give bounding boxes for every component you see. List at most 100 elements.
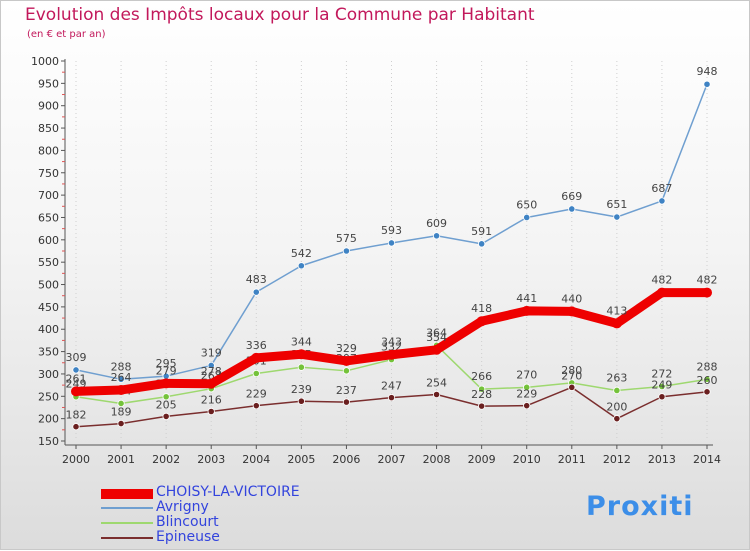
x-tick-label: 2004 bbox=[242, 453, 270, 466]
data-point-epineuse bbox=[162, 412, 170, 421]
data-point-avrigny bbox=[478, 240, 486, 248]
data-point-choisy-la-victoire bbox=[206, 378, 217, 389]
data-label-choisy-la-victoire: 418 bbox=[471, 302, 492, 315]
data-point-epineuse bbox=[297, 397, 305, 405]
data-label-avrigny: 575 bbox=[336, 232, 357, 245]
chart-title: Evolution des Impôts locaux pour la Comm… bbox=[25, 5, 535, 25]
data-point-epineuse bbox=[703, 388, 711, 396]
y-tick-label: 250 bbox=[38, 390, 59, 403]
data-label-avrigny: 288 bbox=[111, 360, 132, 373]
data-point-choisy-la-victoire bbox=[341, 355, 352, 366]
data-point-avrigny bbox=[207, 361, 215, 370]
data-point-epineuse bbox=[613, 415, 621, 423]
data-label-choisy-la-victoire: 354 bbox=[426, 331, 447, 344]
data-label-choisy-la-victoire: 343 bbox=[381, 336, 402, 349]
data-label-choisy-la-victoire: 279 bbox=[156, 364, 177, 377]
data-point-blincourt bbox=[703, 375, 711, 383]
data-point-epineuse bbox=[432, 390, 441, 399]
data-point-avrigny bbox=[703, 80, 711, 88]
y-tick-label: 1000 bbox=[31, 55, 59, 68]
data-point-epineuse bbox=[658, 393, 666, 401]
data-label-blincourt: 272 bbox=[651, 367, 672, 380]
data-label-avrigny: 483 bbox=[246, 273, 267, 286]
data-label-choisy-la-victoire: 329 bbox=[336, 342, 357, 355]
x-tick-label: 2014 bbox=[693, 453, 721, 466]
data-label-epineuse: 182 bbox=[66, 409, 87, 422]
data-point-avrigny bbox=[72, 366, 80, 374]
legend-label-epineuse: Epineuse bbox=[156, 529, 220, 545]
data-label-choisy-la-victoire: 482 bbox=[651, 274, 672, 287]
x-tick-label: 2005 bbox=[287, 453, 315, 466]
y-tick-label: 450 bbox=[38, 301, 59, 314]
data-label-choisy-la-victoire: 278 bbox=[201, 365, 222, 378]
data-label-epineuse: 189 bbox=[111, 406, 132, 419]
data-label-blincourt: 266 bbox=[471, 370, 492, 383]
data-point-epineuse bbox=[523, 402, 531, 410]
y-tick-label: 850 bbox=[38, 122, 59, 135]
data-label-epineuse: 260 bbox=[697, 374, 718, 387]
data-point-choisy-la-victoire bbox=[161, 378, 172, 389]
legend-label-choisy: CHOISY-LA-VICTOIRE bbox=[156, 484, 300, 500]
y-tick-label: 300 bbox=[38, 368, 59, 381]
data-label-epineuse: 216 bbox=[201, 393, 222, 406]
data-point-blincourt bbox=[613, 386, 621, 395]
data-label-epineuse: 205 bbox=[156, 398, 177, 411]
data-point-avrigny bbox=[252, 288, 260, 296]
data-label-epineuse: 239 bbox=[291, 383, 312, 396]
data-label-epineuse: 249 bbox=[651, 379, 672, 392]
data-point-blincourt bbox=[478, 385, 486, 393]
data-label-avrigny: 591 bbox=[471, 225, 492, 238]
x-tick-label: 2007 bbox=[378, 453, 406, 466]
data-label-choisy-la-victoire: 344 bbox=[291, 335, 312, 348]
y-tick-label: 900 bbox=[38, 100, 59, 113]
data-point-blincourt bbox=[342, 367, 351, 375]
data-point-epineuse bbox=[342, 398, 351, 406]
y-tick-label: 800 bbox=[38, 144, 59, 157]
x-tick-label: 2008 bbox=[423, 453, 451, 466]
x-tick-label: 2000 bbox=[62, 453, 90, 466]
data-label-avrigny: 295 bbox=[156, 357, 177, 370]
data-label-choisy-la-victoire: 264 bbox=[111, 371, 132, 384]
data-point-blincourt bbox=[162, 393, 170, 401]
data-label-epineuse: 228 bbox=[471, 388, 492, 401]
data-point-choisy-la-victoire bbox=[71, 386, 81, 397]
data-point-choisy-la-victoire bbox=[116, 385, 127, 396]
data-label-avrigny: 650 bbox=[516, 198, 537, 211]
data-point-blincourt bbox=[117, 399, 125, 408]
data-point-epineuse bbox=[478, 402, 486, 410]
data-label-choisy-la-victoire: 336 bbox=[246, 339, 267, 352]
y-tick-label: 550 bbox=[38, 256, 59, 269]
data-label-blincourt: 263 bbox=[606, 371, 627, 384]
data-point-avrigny bbox=[342, 247, 351, 255]
data-point-choisy-la-victoire bbox=[521, 305, 532, 316]
data-point-epineuse bbox=[568, 383, 576, 391]
data-label-epineuse: 229 bbox=[246, 388, 267, 401]
x-tick-label: 2006 bbox=[332, 453, 360, 466]
data-label-blincourt: 288 bbox=[697, 360, 718, 373]
x-tick-label: 2013 bbox=[648, 453, 676, 466]
data-label-choisy-la-victoire: 482 bbox=[697, 274, 718, 287]
data-label-blincourt: 280 bbox=[561, 364, 582, 377]
data-label-avrigny: 542 bbox=[291, 247, 312, 260]
data-point-choisy-la-victoire bbox=[251, 352, 262, 363]
data-point-epineuse bbox=[117, 419, 125, 428]
data-label-epineuse: 229 bbox=[516, 388, 537, 401]
data-label-avrigny: 319 bbox=[201, 346, 222, 359]
data-point-choisy-la-victoire bbox=[431, 344, 442, 355]
data-point-blincourt bbox=[523, 383, 531, 391]
data-point-choisy-la-victoire bbox=[476, 316, 487, 327]
x-tick-label: 2001 bbox=[107, 453, 135, 466]
data-point-choisy-la-victoire bbox=[566, 306, 577, 317]
data-label-avrigny: 309 bbox=[66, 351, 87, 364]
chart-subtitle: (en € et par an) bbox=[27, 29, 106, 40]
data-label-avrigny: 669 bbox=[561, 190, 582, 203]
legend-swatch-choisy bbox=[101, 489, 153, 499]
data-label-choisy-la-victoire: 440 bbox=[561, 292, 582, 305]
data-point-blincourt bbox=[658, 382, 666, 391]
legend-label-blincourt: Blincourt bbox=[156, 514, 219, 530]
y-tick-label: 700 bbox=[38, 189, 59, 202]
legend-swatch-epineuse bbox=[101, 537, 153, 539]
data-point-blincourt bbox=[297, 363, 305, 371]
